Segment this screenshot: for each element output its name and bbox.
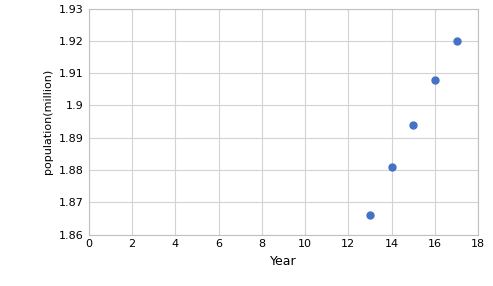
Y-axis label: population(million): population(million) <box>43 69 53 174</box>
Point <box>387 164 395 169</box>
Point <box>366 213 374 217</box>
X-axis label: Year: Year <box>270 255 297 268</box>
Point <box>409 122 417 127</box>
Point <box>453 39 460 43</box>
Point <box>431 77 439 82</box>
